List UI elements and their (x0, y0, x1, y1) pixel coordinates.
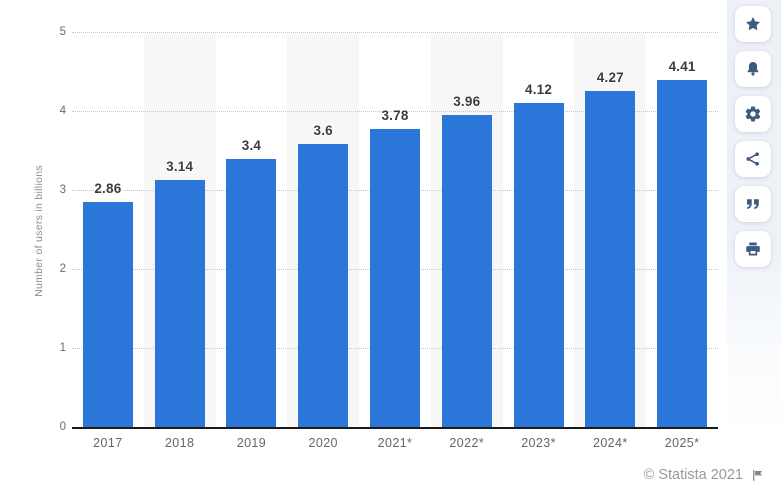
x-tick-label: 2022* (449, 436, 485, 450)
star-icon (744, 15, 762, 33)
alert-button[interactable] (735, 51, 771, 87)
share-button[interactable] (735, 141, 771, 177)
bar-value-label: 3.78 (381, 108, 409, 124)
bar-value-label: 4.12 (525, 81, 553, 97)
bar[interactable] (585, 90, 636, 428)
x-tick-label: 2025* (664, 436, 700, 450)
bar[interactable] (82, 202, 133, 428)
print-button[interactable] (735, 231, 771, 267)
gear-icon (744, 105, 762, 123)
y-tick-label: 1 (59, 342, 66, 354)
quote-icon (744, 195, 762, 213)
bar[interactable] (154, 179, 205, 428)
bar[interactable] (513, 102, 564, 428)
x-tick-label: 2021* (377, 436, 413, 450)
x-tick-label: 2023* (521, 436, 556, 450)
x-tick-label: 2017 (93, 436, 123, 450)
bar-value-label: 3.4 (241, 138, 262, 154)
bar-value-label: 4.27 (596, 69, 624, 85)
footer: © Statista 2021 (644, 467, 765, 483)
bar[interactable] (298, 143, 349, 428)
gridline (72, 111, 718, 112)
settings-button[interactable] (735, 96, 771, 132)
x-tick-label: 2024* (592, 436, 628, 450)
report-flag-icon[interactable] (750, 468, 765, 483)
bar-value-label: 3.96 (453, 94, 481, 110)
bell-icon (744, 60, 762, 78)
bar[interactable] (657, 79, 708, 428)
copyright-text: © Statista 2021 (643, 467, 743, 483)
bar-value-label: 4.41 (668, 58, 696, 74)
x-tick-label: 2019 (236, 436, 267, 450)
bar-value-label: 3.6 (313, 122, 333, 138)
bar[interactable] (441, 115, 492, 428)
toolbar-sidebar (727, 0, 781, 497)
x-tick-label: 2020 (308, 436, 338, 450)
y-tick-label: 0 (59, 421, 66, 433)
x-axis-line (72, 427, 718, 429)
gridline (72, 32, 718, 33)
citation-button[interactable] (735, 186, 771, 222)
y-tick-label: 4 (59, 105, 66, 117)
bar[interactable] (370, 129, 420, 428)
y-tick-label: 5 (59, 26, 66, 38)
y-tick-label: 2 (59, 263, 66, 275)
favorite-button[interactable] (735, 6, 771, 42)
x-tick-label: 2018 (164, 436, 195, 450)
share-icon (744, 150, 762, 168)
y-tick-label: 3 (59, 184, 66, 196)
print-icon (744, 240, 762, 258)
bar-value-label: 3.14 (166, 158, 194, 174)
bar-value-label: 2.86 (94, 181, 122, 197)
bar[interactable] (226, 159, 277, 428)
